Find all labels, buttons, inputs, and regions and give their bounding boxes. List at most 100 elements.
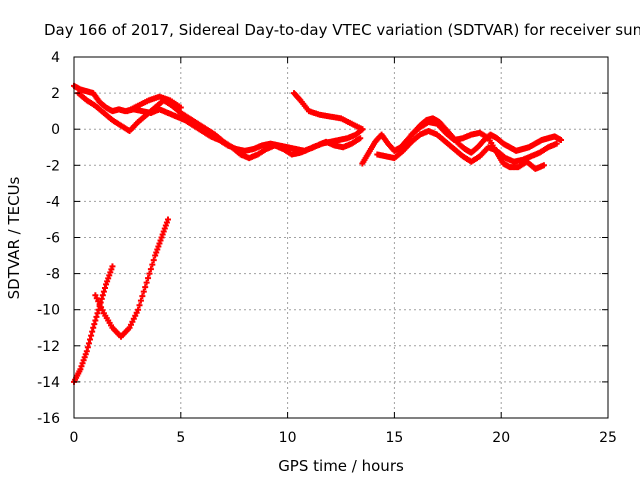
- y-tick-label: -10: [37, 303, 60, 319]
- data-points: [71, 82, 565, 385]
- data-point: [359, 126, 366, 133]
- data-point: [157, 237, 164, 244]
- data-point: [156, 240, 163, 247]
- data-point: [135, 306, 142, 313]
- data-point: [78, 363, 85, 370]
- data-point: [357, 135, 364, 142]
- y-tick-label: 0: [51, 122, 60, 138]
- data-point: [106, 272, 113, 279]
- data-point: [127, 321, 134, 328]
- data-point: [81, 354, 88, 361]
- y-tick-label: -14: [37, 375, 60, 391]
- x-tick-label: 20: [492, 430, 510, 446]
- data-point: [158, 234, 165, 241]
- x-tick-label: 0: [70, 430, 79, 446]
- data-point: [160, 228, 167, 235]
- data-point: [558, 137, 565, 144]
- data-point: [88, 332, 95, 339]
- data-point: [93, 295, 100, 302]
- y-tick-label: 2: [51, 86, 60, 102]
- data-point: [92, 292, 99, 299]
- data-point: [142, 284, 149, 291]
- data-point: [84, 344, 91, 351]
- data-point: [540, 162, 547, 169]
- y-tick-label: -6: [46, 231, 60, 247]
- data-point: [108, 266, 115, 273]
- data-point: [152, 252, 159, 259]
- y-tick-label: -8: [46, 267, 60, 283]
- data-point: [149, 261, 156, 268]
- data-point: [85, 340, 92, 347]
- y-tick-label: 4: [51, 50, 60, 66]
- x-axis-ticks: 0 5 10 15 20 25: [70, 57, 617, 446]
- data-point: [100, 288, 107, 295]
- series-early-arc: [124, 93, 184, 115]
- data-point: [96, 301, 103, 308]
- data-point: [159, 231, 166, 238]
- data-point: [137, 297, 144, 304]
- data-point: [87, 336, 94, 343]
- data-point: [105, 275, 112, 282]
- data-point: [177, 104, 184, 111]
- data-point: [553, 140, 560, 147]
- data-point: [77, 366, 84, 373]
- data-point: [79, 360, 86, 367]
- data-point: [147, 266, 154, 273]
- series-late-arc: [291, 90, 366, 133]
- data-point: [146, 270, 153, 277]
- x-tick-label: 25: [599, 430, 617, 446]
- data-point: [164, 216, 171, 223]
- x-tick-label: 15: [385, 430, 403, 446]
- data-point: [99, 307, 106, 314]
- data-point: [83, 348, 90, 355]
- data-point: [130, 315, 137, 322]
- data-point: [129, 318, 136, 325]
- y-tick-label: -12: [37, 339, 60, 355]
- data-point: [109, 263, 116, 270]
- data-point: [93, 313, 100, 320]
- data-point: [101, 285, 108, 292]
- data-point: [132, 312, 139, 319]
- data-point: [150, 257, 157, 264]
- data-point: [126, 324, 133, 331]
- data-point: [154, 246, 161, 253]
- data-point: [136, 302, 143, 309]
- data-point: [95, 298, 102, 305]
- data-point: [163, 219, 170, 226]
- series-afternoon-band-B: [374, 128, 560, 165]
- series-low-segment-B: [92, 216, 171, 340]
- data-point: [133, 309, 140, 316]
- data-point: [80, 357, 87, 364]
- data-point: [139, 293, 146, 300]
- data-point: [82, 351, 89, 358]
- data-point: [145, 275, 152, 282]
- data-point: [89, 328, 96, 335]
- data-point: [91, 321, 98, 328]
- data-point: [162, 222, 169, 229]
- chart-title: Day 166 of 2017, Sidereal Day-to-day VTE…: [44, 21, 640, 39]
- series-afternoon-band-A: [359, 115, 565, 167]
- data-point: [99, 292, 106, 299]
- data-point: [98, 304, 105, 311]
- y-axis-ticks: -16 -14 -12 -10 -8 -6 -4 -2 0 2 4: [37, 50, 608, 427]
- data-point: [143, 279, 150, 286]
- y-axis-title: SDTVAR / TECUs: [5, 176, 23, 299]
- data-point: [155, 243, 162, 250]
- data-point: [107, 269, 114, 276]
- y-tick-label: -16: [37, 411, 60, 427]
- x-tick-label: 10: [279, 430, 297, 446]
- y-tick-label: -2: [46, 158, 60, 174]
- data-point: [90, 324, 97, 331]
- data-point: [103, 281, 110, 288]
- y-tick-label: -4: [46, 194, 60, 210]
- data-point: [92, 317, 99, 324]
- data-point: [161, 225, 168, 232]
- x-tick-label: 5: [176, 430, 185, 446]
- data-point: [153, 249, 160, 256]
- series-main-band-B: [75, 90, 364, 162]
- data-point: [140, 288, 147, 295]
- data-point: [94, 310, 101, 317]
- x-axis-title: GPS time / hours: [278, 457, 404, 475]
- series-late-afternoon-arc: [408, 118, 547, 172]
- data-point: [104, 278, 111, 285]
